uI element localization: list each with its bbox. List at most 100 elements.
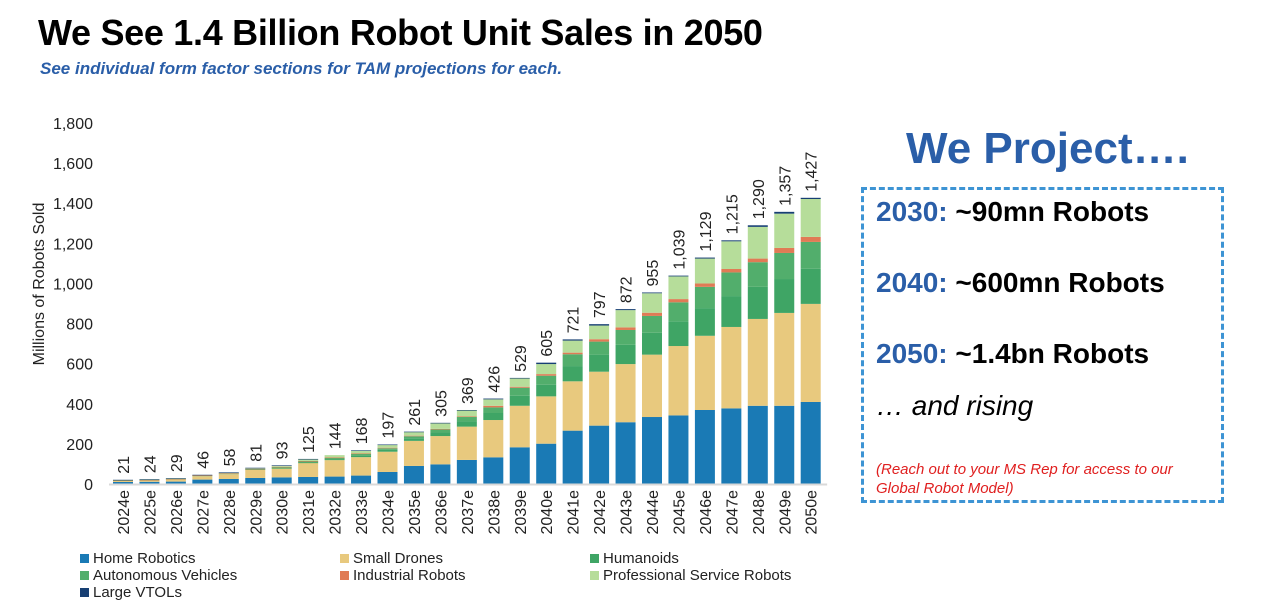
- legend-swatch: [80, 554, 89, 563]
- total-label: 872: [619, 276, 636, 303]
- bar-segment-professional-service-robots: [774, 213, 795, 248]
- bar-segment-home-robotics: [562, 430, 583, 484]
- projection-year: 2040:: [876, 267, 948, 298]
- bar-segment-small-drones: [271, 468, 292, 478]
- bar-segment-autonomous-vehicles: [615, 329, 636, 345]
- bar-stack: [165, 478, 186, 484]
- bar-segment-autonomous-vehicles: [774, 252, 795, 280]
- projection-value: ~600mn Robots: [947, 267, 1165, 298]
- total-label: 1,357: [777, 166, 794, 206]
- bar-segment-autonomous-vehicles: [456, 417, 477, 422]
- bar-segment-large-vtols: [377, 444, 398, 446]
- bar-segment-professional-service-robots: [589, 325, 610, 340]
- bar-segment-autonomous-vehicles: [562, 354, 583, 367]
- bar-segment-humanoids: [721, 296, 742, 327]
- total-label: 797: [592, 291, 609, 318]
- total-label: 125: [301, 426, 318, 453]
- bar-segment-small-drones: [324, 460, 345, 477]
- y-tick-label: 400: [66, 397, 93, 414]
- x-tick-label: 2027e: [195, 490, 212, 535]
- x-tick-label: 2038e: [486, 490, 503, 535]
- bar-segment-autonomous-vehicles: [245, 468, 266, 470]
- bar-stack: [139, 479, 160, 484]
- bar-segment-large-vtols: [165, 478, 186, 479]
- bar-segment-autonomous-vehicles: [377, 448, 398, 450]
- x-axis: 2024e 2025e 2026e 2027e 2028e 2029e 2030e 2031e…: [116, 490, 821, 535]
- bar-segment-large-vtols: [642, 292, 662, 294]
- bar-segment-industrial-robots: [165, 478, 186, 480]
- bar-segment-home-robotics: [536, 443, 557, 484]
- bar-segment-home-robotics: [165, 481, 186, 484]
- total-label: 81: [248, 444, 265, 462]
- total-label: 1,290: [751, 179, 768, 219]
- x-tick-label: 2032e: [328, 490, 345, 535]
- y-tick-label: 1,400: [53, 196, 93, 213]
- total-label: 426: [486, 366, 503, 393]
- total-label: 261: [407, 399, 424, 426]
- legend-swatch: [340, 554, 349, 563]
- bar-segment-home-robotics: [615, 422, 636, 484]
- bar-stack: [589, 324, 610, 484]
- bar-segment-large-vtols: [721, 240, 742, 242]
- bar-segment-industrial-robots: [456, 416, 477, 418]
- y-axis: 0 200 400 600 800 1,000 1,200 1,400 1,600 1,800: [53, 116, 93, 494]
- bar-segment-small-drones: [377, 451, 398, 472]
- bar-segment-autonomous-vehicles: [747, 262, 768, 287]
- x-tick-label: 2035e: [407, 490, 424, 535]
- bar-segment-home-robotics: [245, 477, 266, 484]
- bar-segment-professional-service-robots: [377, 444, 398, 448]
- bar-segment-large-vtols: [747, 225, 768, 227]
- projection-2040: 2040: ~600mn Robots: [876, 267, 1165, 299]
- total-label: 955: [645, 260, 662, 287]
- bar-segment-large-vtols: [483, 398, 504, 400]
- bar-segment-humanoids: [668, 321, 689, 347]
- legend-item: Home Robotics: [80, 550, 196, 567]
- bar-segment-home-robotics: [456, 459, 477, 484]
- bar-segment-humanoids: [483, 413, 504, 421]
- projection-value: ~1.4bn Robots: [947, 338, 1150, 369]
- bar-segment-home-robotics: [139, 481, 160, 484]
- x-tick-label: 2050e: [804, 490, 821, 535]
- total-label: 46: [195, 451, 212, 469]
- bar-segment-large-vtols: [403, 431, 424, 433]
- bar-segment-small-drones: [536, 396, 557, 444]
- bar-segment-small-drones: [589, 371, 610, 426]
- bar-stack: [351, 450, 372, 484]
- bar-segment-small-drones: [562, 381, 583, 431]
- bar-segment-autonomous-vehicles: [642, 315, 662, 333]
- bar-segment-small-drones: [694, 335, 715, 410]
- bar-segment-industrial-robots: [800, 236, 821, 242]
- bar-segment-home-robotics: [694, 409, 715, 484]
- bar-segment-humanoids: [694, 308, 715, 336]
- x-tick-label: 2040e: [539, 490, 556, 535]
- total-label: 29: [169, 454, 186, 472]
- total-label: 197: [381, 412, 398, 439]
- bar-segment-industrial-robots: [642, 312, 662, 316]
- bar-segment-industrial-robots: [483, 405, 504, 408]
- bar-segment-autonomous-vehicles: [536, 375, 557, 385]
- bar-stack: [642, 292, 662, 484]
- bar-segment-small-drones: [192, 476, 213, 480]
- bar-segment-autonomous-vehicles: [430, 429, 451, 433]
- bar-segment-small-drones: [113, 480, 133, 482]
- bar-segment-small-drones: [403, 440, 424, 466]
- x-tick-label: 2041e: [566, 490, 583, 535]
- x-tick-label: 2043e: [619, 490, 636, 535]
- bar-segment-small-drones: [245, 469, 266, 478]
- bar-stack: [218, 472, 239, 484]
- bar-segment-large-vtols: [139, 479, 160, 480]
- total-label: 1,427: [804, 152, 821, 192]
- bar-segment-home-robotics: [589, 425, 610, 484]
- bar-segment-autonomous-vehicles: [403, 436, 424, 439]
- x-tick-label: 2033e: [354, 490, 371, 535]
- bar-stack: [245, 467, 266, 484]
- y-axis-label: Millions of Robots Sold: [31, 203, 48, 366]
- bar-stack: [694, 257, 715, 484]
- bar-segment-home-robotics: [509, 447, 530, 484]
- bar-segment-large-vtols: [430, 422, 451, 424]
- bar-stack: [377, 444, 398, 484]
- bar-segment-industrial-robots: [774, 247, 795, 253]
- bar-segment-home-robotics: [271, 477, 292, 484]
- legend-label: Small Drones: [353, 550, 444, 567]
- bar-segment-professional-service-robots: [430, 423, 451, 429]
